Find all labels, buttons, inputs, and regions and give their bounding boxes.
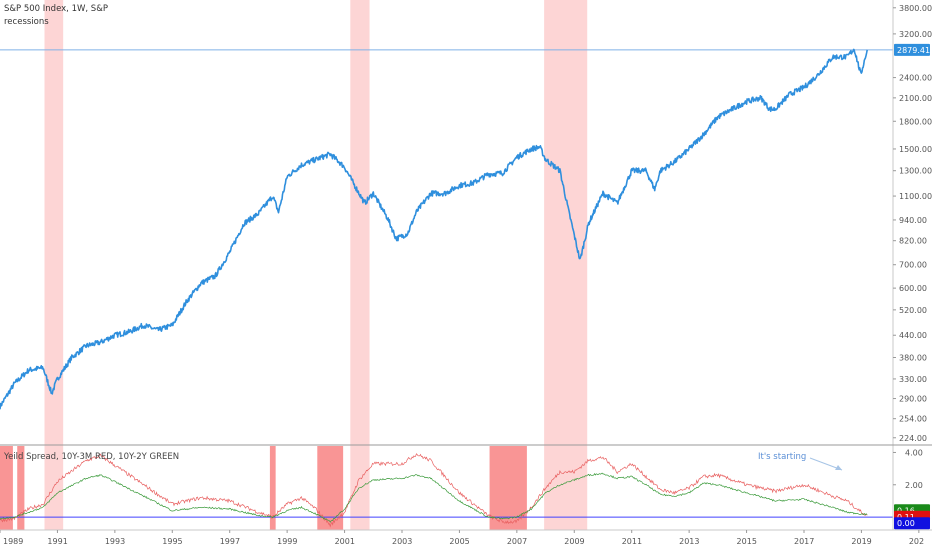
x-tick-label: 2013 xyxy=(679,537,699,546)
y-tick-label: 1100.00 xyxy=(899,192,932,201)
x-tick-label: 2015 xyxy=(737,537,757,546)
last-price-tag-bg xyxy=(894,43,930,56)
price-line xyxy=(0,48,868,410)
inversion-band xyxy=(269,446,276,530)
x-tick-label: 1989 xyxy=(3,537,23,546)
y-tick-label: 254.00 xyxy=(899,415,927,424)
indicator-title: Yeild Spread, 10Y-3M RED, 10Y-2Y GREEN xyxy=(4,452,180,462)
x-tick-label: 2003 xyxy=(392,537,412,546)
y-tick-label: 380.00 xyxy=(899,354,927,363)
inversion-band xyxy=(489,446,527,530)
y-tick-label: 820.00 xyxy=(899,237,927,246)
y-tick-label: 700.00 xyxy=(899,261,927,270)
y-tick-label: 3200.00 xyxy=(899,30,932,39)
y-tick-label: 520.00 xyxy=(899,306,927,315)
annotation-text: It's starting xyxy=(758,452,807,462)
y-tick-label: 940.00 xyxy=(899,216,927,225)
x-tick-label: 2009 xyxy=(564,537,584,546)
indicator-tick-label: 2.00 xyxy=(905,481,923,490)
recession-band xyxy=(350,0,370,530)
chart-title: S&P 500 Index, 1W, S&P xyxy=(4,4,108,14)
spread-10y2y-line xyxy=(0,472,868,523)
annotation-arrowhead xyxy=(835,465,842,470)
y-tick-label: 1800.00 xyxy=(899,117,932,126)
x-tick-label: 1999 xyxy=(277,537,297,546)
x-tick-label: 202 xyxy=(909,537,924,546)
zero-value-tag-label: 0.00 xyxy=(897,519,915,528)
y-tick-label: 440.00 xyxy=(899,331,927,340)
indicator-tick-label: 4.00 xyxy=(905,448,923,457)
inversion-band xyxy=(317,446,344,530)
x-tick-label: 1997 xyxy=(220,537,240,546)
x-tick-label: 1995 xyxy=(162,537,182,546)
chart-subtitle: recessions xyxy=(4,17,49,27)
series-lines xyxy=(0,48,893,528)
recession-bands xyxy=(44,0,588,530)
x-tick-label: 2001 xyxy=(335,537,355,546)
inversion-band xyxy=(17,446,25,530)
spread-10y3m-line xyxy=(0,453,868,528)
x-tick-label: 2007 xyxy=(507,537,527,546)
x-tick-label: 2017 xyxy=(794,537,814,546)
y-tick-label: 1500.00 xyxy=(899,145,932,154)
inversion-bands xyxy=(0,446,527,530)
last-price-tag[interactable]: 2879.41 xyxy=(894,43,930,56)
y-tick-label: 2400.00 xyxy=(899,74,932,83)
y-tick-label: 290.00 xyxy=(899,395,927,404)
zero-value-tag-bg xyxy=(894,517,930,530)
x-tick-label: 2005 xyxy=(449,537,469,546)
value-tags[interactable]: 2879.410.160.110.00 xyxy=(894,43,930,530)
last-price-tag-label: 2879.41 xyxy=(897,46,930,55)
y-tick-label: 1300.00 xyxy=(899,167,932,176)
zero-value-tag[interactable]: 0.00 xyxy=(894,517,930,530)
y-tick-label: 2100.00 xyxy=(899,94,932,103)
x-tick-label: 2019 xyxy=(851,537,871,546)
y-tick-label: 330.00 xyxy=(899,375,927,384)
inversion-band xyxy=(0,446,13,530)
x-tick-label: 2011 xyxy=(622,537,642,546)
y-tick-label: 600.00 xyxy=(899,284,927,293)
recession-band xyxy=(544,0,588,530)
x-tick-label: 1991 xyxy=(47,537,67,546)
y-tick-label: 3800.00 xyxy=(899,4,932,13)
y-tick-label: 224.00 xyxy=(899,434,927,443)
recession-band xyxy=(44,0,64,530)
x-tick-label: 1993 xyxy=(105,537,125,546)
